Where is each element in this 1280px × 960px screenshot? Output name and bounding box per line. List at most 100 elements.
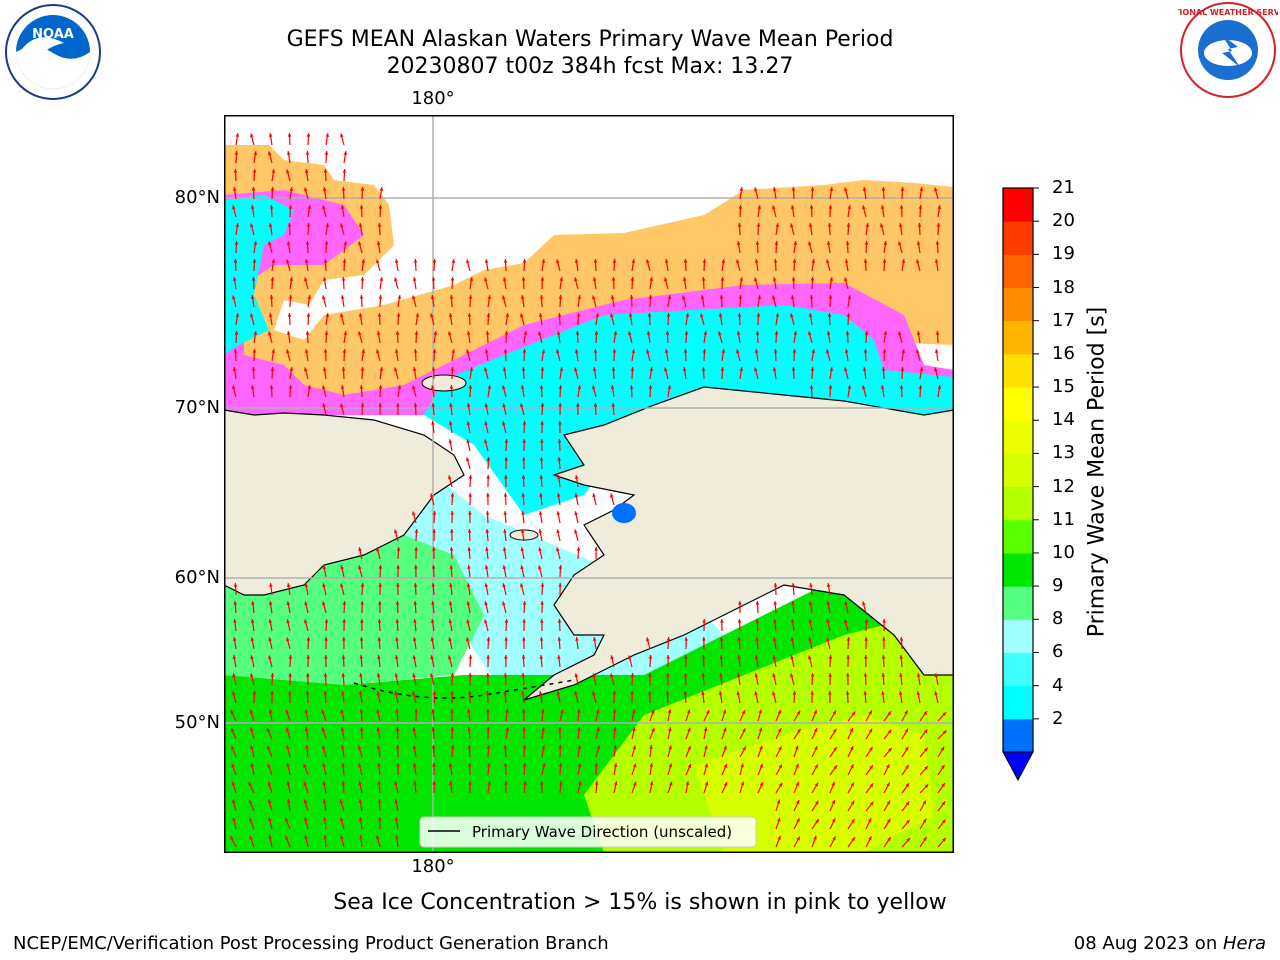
- colorbar-tick-label: 21: [1052, 177, 1075, 198]
- wave-arrow-head: [941, 819, 946, 824]
- wave-arrow-head: [376, 691, 381, 696]
- wave-arrow-head: [268, 223, 273, 227]
- wave-arrow-head: [797, 728, 801, 733]
- wave-arrow-head: [538, 547, 542, 552]
- wave-arrow-head: [595, 313, 600, 317]
- wave-arrow-head: [468, 691, 472, 695]
- wave-arrow-head: [813, 728, 818, 733]
- wave-arrow-head: [268, 151, 272, 156]
- wave-arrow-head: [505, 313, 510, 317]
- wave-arrow-head: [755, 637, 759, 641]
- wave-arrow-head: [250, 205, 255, 209]
- wave-arrow-head: [833, 747, 837, 752]
- wave-arrow-head: [849, 727, 854, 732]
- wave-arrow-head: [341, 673, 346, 677]
- nws-logo: NATIONAL WEATHER SERVICE: [1178, 2, 1278, 98]
- wave-arrow-head: [250, 763, 255, 768]
- wave-arrow-head: [412, 655, 417, 660]
- wave-arrow-head: [557, 313, 562, 317]
- wave-arrow-head: [539, 457, 544, 461]
- wave-arrow-head: [267, 745, 271, 750]
- wave-arrow-head: [468, 295, 473, 299]
- wave-arrow-head: [304, 169, 309, 173]
- wave-arrow-head: [430, 673, 434, 678]
- wave-arrow-head: [466, 457, 470, 462]
- wave-arrow-head: [448, 439, 453, 444]
- wave-arrow-head: [505, 709, 509, 713]
- wave-arrow-head: [341, 277, 346, 281]
- wave-arrow-head: [288, 673, 292, 677]
- wave-arrow-head: [377, 223, 382, 227]
- wave-arrow-head: [502, 385, 506, 390]
- wave-arrow-head: [286, 331, 291, 335]
- lon-label-bottom: 180°: [411, 856, 455, 877]
- wave-arrow-head: [502, 583, 506, 588]
- wave-arrow-head: [486, 745, 491, 749]
- wave-arrow-head: [596, 727, 600, 732]
- wave-arrow-head: [880, 205, 885, 209]
- wave-arrow-head: [486, 673, 490, 677]
- wave-arrow-head: [304, 817, 308, 822]
- wave-arrow-head: [252, 259, 257, 263]
- wave-arrow-head: [484, 439, 488, 444]
- wave-arrow-head: [577, 727, 581, 731]
- wave-arrow-head: [522, 619, 526, 623]
- wave-arrow-head: [558, 583, 562, 587]
- wave-arrow-head: [740, 763, 744, 768]
- wave-arrow-head: [450, 673, 455, 677]
- wave-arrow-head: [701, 655, 706, 659]
- wave-arrow-head: [268, 817, 272, 822]
- wave-arrow-head: [484, 619, 488, 624]
- wave-arrow-head: [360, 601, 364, 605]
- wave-arrow-head: [777, 835, 781, 840]
- wave-arrow-head: [448, 331, 452, 336]
- wave-arrow-head: [754, 277, 758, 282]
- wave-arrow-head: [377, 799, 382, 803]
- wave-arrow-head: [916, 349, 920, 354]
- wave-arrow-head: [377, 637, 382, 641]
- wave-arrow-head: [360, 277, 365, 281]
- wave-arrow-head: [631, 349, 636, 353]
- wave-arrow-head: [539, 295, 544, 299]
- wave-arrow-head: [431, 601, 435, 605]
- wave-arrow-head: [795, 763, 799, 768]
- wave-arrow-head: [414, 547, 418, 551]
- wave-arrow-head: [379, 187, 384, 191]
- wave-arrow-head: [736, 349, 740, 354]
- wave-arrow-head: [324, 241, 329, 245]
- wave-arrow-head: [503, 511, 508, 515]
- wave-arrow-head: [739, 367, 744, 371]
- wave-arrow-head: [539, 655, 544, 659]
- wave-arrow-head: [649, 367, 654, 371]
- colorbar-tick-label: 6: [1052, 641, 1064, 663]
- wave-arrow-head: [737, 637, 742, 641]
- wave-arrow-head: [323, 259, 328, 263]
- colorbar-band: [1003, 188, 1033, 222]
- wave-arrow-head: [485, 529, 490, 533]
- wave-arrow-head: [772, 205, 776, 210]
- wave-arrow-head: [629, 385, 634, 389]
- wave-arrow-head: [791, 277, 796, 281]
- wave-arrow-head: [432, 691, 437, 695]
- wave-arrow-head: [232, 385, 236, 390]
- wave-arrow-head: [233, 601, 238, 605]
- wave-arrow-head: [486, 709, 490, 713]
- wave-arrow-head: [754, 691, 758, 696]
- wave-arrow-head: [632, 727, 636, 732]
- wave-arrow-head: [718, 331, 722, 336]
- wave-arrow-head: [738, 205, 743, 209]
- wave-arrow-head: [901, 349, 906, 353]
- wave-arrow-head: [358, 781, 362, 786]
- wave-arrow-head: [612, 259, 617, 263]
- wave-arrow-head: [395, 601, 400, 605]
- wave-arrow-head: [850, 782, 854, 787]
- wave-arrow-head: [271, 169, 276, 173]
- wave-arrow-head: [755, 331, 760, 335]
- wave-arrow-head: [795, 800, 800, 805]
- wave-arrow-head: [449, 385, 454, 389]
- wave-arrow-head: [539, 637, 544, 641]
- wave-arrow-head: [887, 711, 892, 716]
- wave-arrow-head: [826, 331, 831, 335]
- wave-arrow-head: [869, 783, 874, 788]
- wave-arrow-head: [361, 349, 366, 353]
